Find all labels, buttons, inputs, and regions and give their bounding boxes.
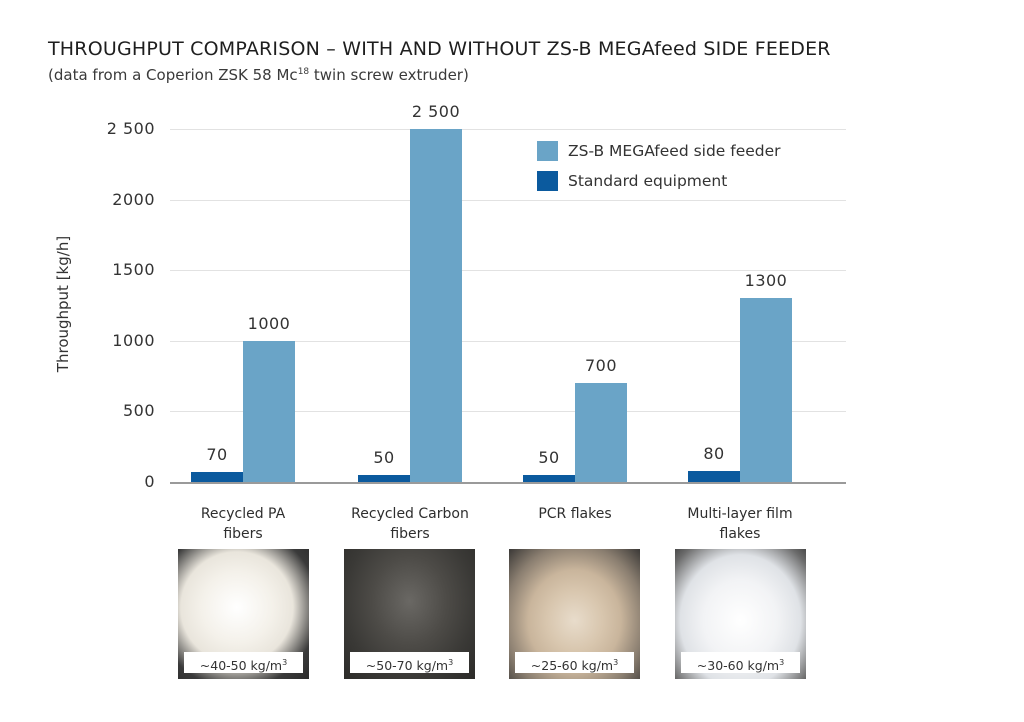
legend-swatch-megafeed — [537, 141, 558, 161]
chart-subtitle: (data from a Coperion ZSK 58 Mc18 twin s… — [48, 66, 469, 84]
bar-standard — [688, 470, 740, 482]
y-tick-label: 0 — [144, 472, 155, 491]
bar-value-label: 1300 — [744, 271, 788, 291]
chart-title: THROUGHPUT COMPARISON – WITH AND WITHOUT… — [48, 38, 831, 60]
bar-megafeed — [575, 383, 627, 482]
bar-standard — [523, 474, 575, 482]
category-label: Multi-layer film flakes — [665, 504, 815, 544]
y-tick-label: 2 500 — [106, 119, 155, 138]
gridline — [170, 200, 846, 201]
y-axis-label: Throughput [kg/h] — [54, 235, 72, 373]
carbon-fiber-photo: ~50-70 kg/m3 — [344, 549, 475, 679]
subtitle-text: (data from a Coperion ZSK 58 Mc — [48, 66, 298, 84]
category-label-line: fibers — [223, 526, 263, 542]
bar-value-label: 2 500 — [411, 102, 461, 121]
category-label-line: fibers — [390, 526, 430, 542]
legend: ZS-B MEGAfeed side feeder Standard equip… — [537, 136, 781, 196]
category-label-line: PCR flakes — [538, 506, 612, 522]
y-tick-label: 2000 — [112, 190, 155, 209]
bar-megafeed — [410, 129, 462, 482]
y-tick-label: 500 — [122, 401, 155, 420]
legend-item-standard: Standard equipment — [537, 166, 781, 196]
bar-value-label: 700 — [584, 356, 618, 376]
bar-value-label: 70 — [206, 445, 228, 465]
x-axis-line — [170, 482, 846, 484]
bulk-density-label: ~30-60 kg/m3 — [681, 652, 800, 673]
y-tick-label: 1500 — [112, 260, 155, 279]
category-label-line: Recycled Carbon — [351, 506, 469, 522]
bar-value-label: 1000 — [247, 313, 291, 333]
gridline — [170, 411, 846, 412]
bar-value-label: 50 — [538, 447, 560, 467]
y-tick-label: 1000 — [112, 331, 155, 350]
gridline — [170, 270, 846, 271]
bar-standard — [358, 474, 410, 482]
gridline — [170, 341, 846, 342]
film-flakes-photo: ~30-60 kg/m3 — [675, 549, 806, 679]
subtitle-superscript: 18 — [297, 67, 310, 77]
bar-megafeed — [243, 340, 295, 482]
legend-item-megafeed: ZS-B MEGAfeed side feeder — [537, 136, 781, 166]
gridline — [170, 129, 846, 130]
bulk-density-label: ~50-70 kg/m3 — [350, 652, 469, 673]
category-label-line: Recycled PA — [200, 506, 286, 522]
bar-value-label: 50 — [373, 447, 395, 467]
category-label: Recycled Carbon fibers — [335, 504, 485, 544]
category-label: PCR flakes — [500, 504, 650, 524]
legend-label: ZS-B MEGAfeed side feeder — [568, 142, 781, 160]
legend-label: Standard equipment — [568, 172, 728, 190]
bulk-density-label: ~25-60 kg/m3 — [515, 652, 634, 673]
bulk-density-label: ~40-50 kg/m3 — [184, 652, 303, 673]
subtitle-text-end: twin screw extruder) — [309, 66, 469, 84]
legend-swatch-standard — [537, 171, 558, 191]
category-label-line: Multi-layer film — [687, 506, 793, 522]
category-label-line: flakes — [719, 526, 761, 542]
bar-megafeed — [740, 298, 792, 482]
category-label: Recycled PA fibers — [168, 504, 318, 544]
bar-standard — [191, 472, 243, 482]
bar-value-label: 80 — [703, 443, 725, 463]
white-fiber-photo: ~40-50 kg/m3 — [178, 549, 309, 679]
pcr-flakes-photo: ~25-60 kg/m3 — [509, 549, 640, 679]
